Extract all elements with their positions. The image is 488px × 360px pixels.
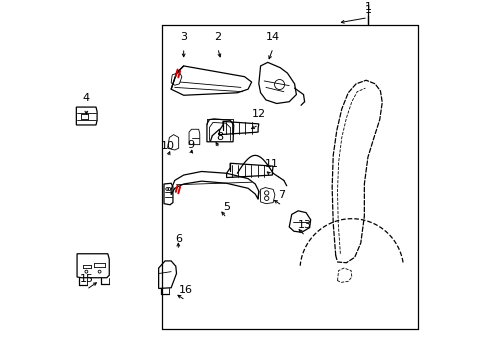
Text: 14: 14 [265,32,280,42]
Text: 1: 1 [364,2,371,12]
Text: 8: 8 [216,132,223,143]
Text: 11: 11 [264,159,278,169]
Text: 16: 16 [178,284,192,294]
Text: 7: 7 [278,190,285,200]
Text: 15: 15 [79,274,93,284]
Text: 5: 5 [223,202,230,212]
Text: 13: 13 [298,220,312,230]
Text: 6: 6 [174,234,182,244]
Text: 4: 4 [82,93,90,103]
Text: 9: 9 [187,140,194,150]
Text: 2: 2 [214,32,221,42]
Text: 10: 10 [160,141,174,152]
Text: 1: 1 [364,5,371,15]
Text: 12: 12 [251,109,265,119]
Text: 3: 3 [180,32,187,42]
